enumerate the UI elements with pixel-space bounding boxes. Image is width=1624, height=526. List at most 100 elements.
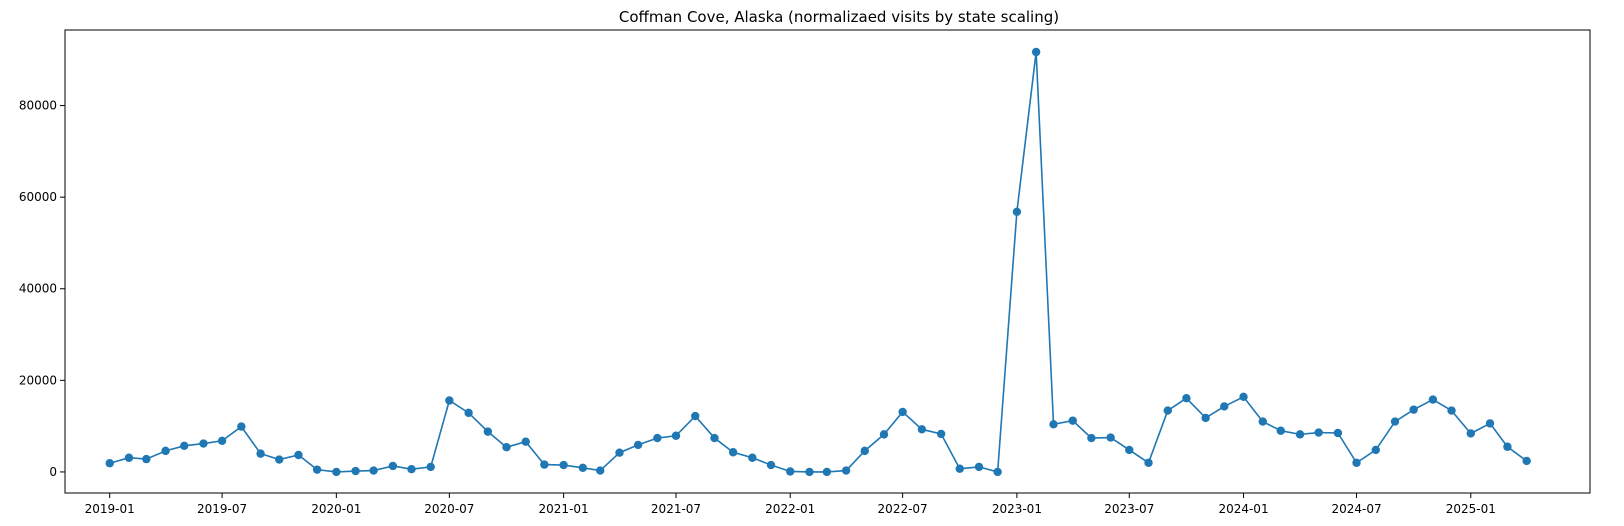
data-point	[879, 430, 889, 439]
data-point	[1012, 207, 1022, 217]
data-point	[1163, 406, 1172, 415]
data-point	[841, 466, 851, 475]
x-tick-label: 2024-01	[1218, 502, 1268, 516]
data-point	[1371, 445, 1380, 455]
x-axis: 2019-01 2019-07 2020-01 2020-07 2021-01 2021-…	[85, 493, 1496, 516]
data-point	[728, 448, 738, 457]
data-point	[142, 454, 151, 464]
data-point	[1390, 417, 1400, 426]
data-point	[483, 427, 493, 436]
y-tick-label: 0	[49, 465, 57, 479]
x-tick-label: 2021-01	[539, 502, 589, 516]
data-point	[1125, 445, 1134, 455]
x-tick-label: 2025-01	[1446, 502, 1496, 516]
data-point	[1239, 392, 1248, 402]
data-point	[237, 422, 246, 431]
data-point	[710, 433, 719, 443]
data-point	[1220, 402, 1229, 411]
data-point	[124, 453, 134, 462]
data-point	[502, 443, 511, 452]
y-tick-label: 20000	[19, 373, 57, 387]
data-point	[426, 462, 435, 472]
data-point	[199, 439, 208, 448]
data-point	[294, 450, 303, 460]
data-point	[1049, 420, 1058, 429]
data-point	[312, 465, 322, 474]
data-point	[936, 429, 946, 439]
data-point	[1428, 395, 1438, 404]
x-tick-label: 2022-01	[765, 502, 815, 516]
data-point	[540, 460, 549, 469]
data-point	[671, 431, 681, 440]
y-axis: 0 20000 40000 60000 80000	[19, 99, 65, 479]
data-point	[105, 459, 114, 468]
data-point	[1182, 394, 1191, 403]
data-point	[1295, 430, 1305, 439]
data-point	[653, 433, 662, 443]
data-point	[596, 466, 605, 475]
plot-area	[64, 29, 1591, 494]
data-point	[1447, 406, 1456, 415]
data-point	[521, 437, 530, 446]
data-point	[275, 455, 284, 464]
y-tick-label: 60000	[19, 190, 57, 204]
data-point	[1087, 433, 1096, 443]
data-point	[1485, 419, 1495, 428]
data-point	[332, 467, 341, 477]
data-point	[445, 396, 454, 405]
y-tick-label: 40000	[19, 282, 57, 296]
data-point	[1503, 442, 1512, 451]
data-point	[1031, 47, 1041, 57]
data-point	[1276, 426, 1285, 435]
data-point	[1522, 456, 1531, 466]
x-tick-label: 2019-07	[197, 502, 247, 516]
data-point	[1201, 413, 1210, 423]
x-tick-label: 2023-01	[992, 502, 1042, 516]
data-point	[860, 446, 869, 456]
y-tick-label: 80000	[19, 99, 57, 113]
data-point	[578, 463, 588, 473]
data-point	[559, 460, 568, 470]
data-point	[974, 462, 984, 472]
data-point	[1314, 428, 1323, 437]
data-point	[822, 467, 832, 477]
data-point	[748, 453, 757, 462]
x-tick-label: 2020-07	[424, 502, 474, 516]
data-point	[1466, 429, 1475, 438]
data-point	[615, 448, 624, 457]
data-point	[898, 407, 907, 417]
data-point	[161, 446, 170, 456]
data-point	[1352, 458, 1361, 467]
data-point	[464, 408, 473, 418]
data-point	[993, 467, 1002, 477]
data-point	[256, 449, 265, 458]
data-series	[105, 47, 1531, 477]
data-point	[805, 467, 814, 477]
data-point	[351, 466, 360, 476]
x-tick-label: 2023-07	[1104, 502, 1154, 516]
data-point	[388, 461, 398, 471]
data-point	[917, 425, 927, 434]
x-tick-label: 2020-01	[311, 502, 361, 516]
data-point	[955, 464, 964, 473]
data-point	[369, 466, 378, 475]
series-line	[109, 51, 1528, 473]
data-point	[217, 436, 227, 445]
data-point	[1409, 405, 1418, 414]
data-point	[766, 460, 776, 470]
data-point	[407, 464, 416, 474]
data-point	[1333, 428, 1343, 438]
data-point	[1144, 458, 1153, 467]
data-point	[786, 467, 795, 476]
data-point	[180, 441, 189, 451]
x-tick-label: 2021-07	[651, 502, 701, 516]
chart-title: Coffman Cove, Alaska (normalizaed visits…	[619, 8, 1059, 26]
x-tick-label: 2022-07	[878, 502, 928, 516]
data-point	[633, 440, 643, 450]
data-point	[1106, 433, 1115, 442]
x-tick-label: 2024-07	[1331, 502, 1381, 516]
data-point	[1068, 416, 1077, 425]
data-point	[691, 411, 700, 421]
